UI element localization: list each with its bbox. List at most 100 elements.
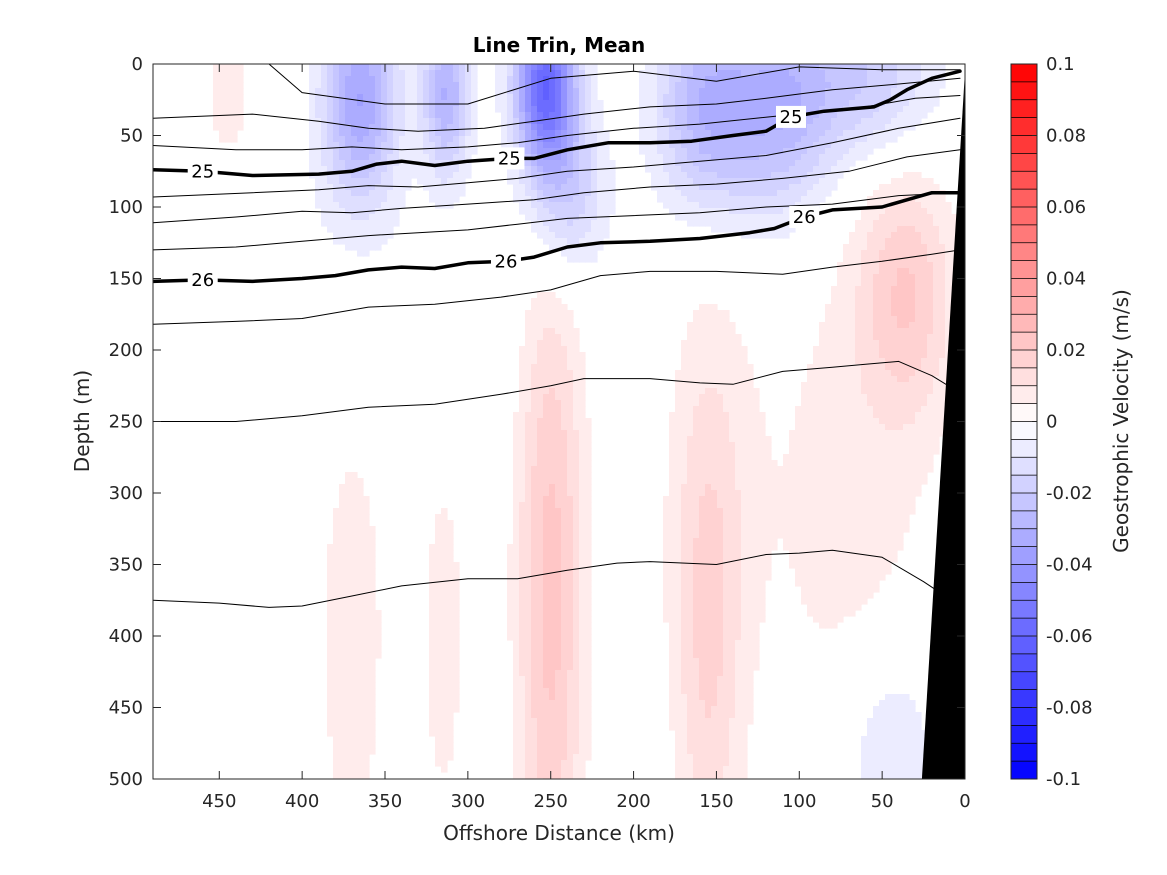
velocity-cell-4002 [729, 136, 736, 143]
velocity-cell-1663 [525, 682, 532, 689]
velocity-cell-4915 [807, 400, 814, 407]
velocity-cell-3525 [699, 568, 706, 575]
velocity-cell-2769 [591, 88, 598, 95]
velocity-cell-2670 [579, 754, 586, 761]
velocity-cell-3663 [705, 754, 712, 761]
velocity-cell-821 [387, 106, 394, 113]
velocity-cell-228 [333, 550, 340, 557]
velocity-cell-2522 [573, 496, 580, 503]
velocity-cell-1856 [537, 520, 544, 527]
velocity-cell-2649 [579, 628, 586, 635]
velocity-cell-4551 [765, 202, 772, 209]
velocity-cell-2304 [561, 514, 568, 521]
velocity-cell-4415 [753, 226, 760, 233]
velocity-cell-2357 [567, 112, 574, 119]
velocity-cell-2928 [663, 76, 670, 83]
velocity-cell-2919 [657, 160, 664, 167]
velocity-cell-1527 [519, 496, 526, 503]
velocity-cell-3679 [711, 130, 718, 137]
velocity-cell-4919 [807, 424, 814, 431]
velocity-cell-1069 [435, 604, 442, 611]
velocity-cell-476 [351, 562, 358, 569]
velocity-cell-3629 [705, 550, 712, 557]
velocity-cell-4512 [759, 526, 766, 533]
velocity-cell-834 [387, 184, 394, 191]
velocity-cell-3854 [717, 610, 724, 617]
velocity-cell-694 [369, 172, 376, 179]
velocity-cell-4835 [801, 160, 808, 167]
velocity-cell-4070 [729, 634, 736, 641]
velocity-cell-326 [339, 658, 346, 665]
velocity-cell-3120 [675, 640, 682, 647]
velocity-cell-3825 [717, 436, 724, 443]
velocity-cell-1593 [525, 172, 532, 179]
velocity-cell-3639 [705, 610, 712, 617]
velocity-cell-3842 [717, 538, 724, 545]
velocity-cell-4876 [801, 562, 808, 569]
velocity-cell-650 [363, 628, 370, 635]
velocity-cell-3522 [699, 550, 706, 557]
velocity-cell-1254 [453, 580, 460, 587]
velocity-cell-1319 [471, 76, 478, 83]
velocity-cell-4208 [741, 124, 748, 131]
velocity-cell-1686 [531, 100, 538, 107]
velocity-cell-1236 [453, 112, 460, 119]
velocity-cell-248 [333, 670, 340, 677]
velocity-cell-3598 [705, 364, 712, 371]
velocity-cell-1205 [447, 622, 454, 629]
velocity-cell-1673 [525, 742, 532, 749]
velocity-cell-4198 [741, 64, 748, 71]
velocity-cell-3945 [723, 514, 730, 521]
velocity-cell-2291 [561, 436, 568, 443]
velocity-cell-1726 [531, 406, 538, 413]
velocity-cell-2548 [573, 652, 580, 659]
velocity-cell-4168 [735, 604, 742, 611]
velocity-cell-2047 [549, 316, 556, 323]
velocity-cell-3728 [711, 496, 718, 503]
velocity-cell-2610 [579, 394, 586, 401]
velocity-cell-2374 [567, 214, 574, 221]
velocity-cell-4317 [747, 172, 754, 179]
velocity-cell-3935 [723, 454, 730, 461]
velocity-cell-918 [411, 82, 418, 89]
velocity-cell-4571 [765, 520, 772, 527]
velocity-cell-4379 [747, 670, 754, 677]
velocity-cell-3224 [681, 664, 688, 671]
velocity-cell-271 [339, 88, 346, 95]
velocity-cell-598 [363, 76, 370, 83]
velocity-cell-1584 [525, 118, 532, 125]
velocity-cell-2596 [579, 220, 586, 227]
velocity-cell-4282 [741, 676, 748, 683]
velocity-cell-705 [369, 238, 376, 245]
velocity-cell-603 [363, 106, 370, 113]
velocity-cell-2651 [579, 640, 586, 647]
velocity-cell-2641 [579, 580, 586, 587]
velocity-cell-3881 [717, 772, 724, 779]
velocity-cell-321 [339, 628, 346, 635]
velocity-cell-3342 [687, 748, 694, 755]
velocity-cell-4781 [795, 178, 802, 185]
velocity-cell-369 [345, 196, 352, 203]
velocity-cell-4834 [801, 154, 808, 161]
velocity-cell-4704 [783, 508, 790, 515]
velocity-cell-2797 [591, 256, 598, 263]
velocity-cell-4794 [795, 436, 802, 443]
velocity-cell-3190 [681, 460, 688, 467]
velocity-cell-805 [381, 190, 388, 197]
velocity-cell-2041 [549, 238, 556, 245]
velocity-cell-1576 [525, 70, 532, 77]
velocity-cell-1561 [519, 700, 526, 707]
velocity-cell-294 [339, 226, 346, 233]
velocity-cell-2544 [573, 628, 580, 635]
velocity-cell-2671 [579, 760, 586, 767]
velocity-cell-4957 [813, 100, 820, 107]
velocity-cell-442 [351, 136, 358, 143]
velocity-cell-1693 [531, 142, 538, 149]
velocity-cell-4557 [765, 436, 772, 443]
velocity-cell-1204 [447, 616, 454, 623]
velocity-cell-2681 [585, 100, 592, 107]
velocity-cell-405 [345, 634, 352, 641]
velocity-cell-4389 [753, 70, 760, 77]
velocity-cell-3078 [675, 388, 682, 395]
velocity-cell-2490 [573, 238, 580, 245]
